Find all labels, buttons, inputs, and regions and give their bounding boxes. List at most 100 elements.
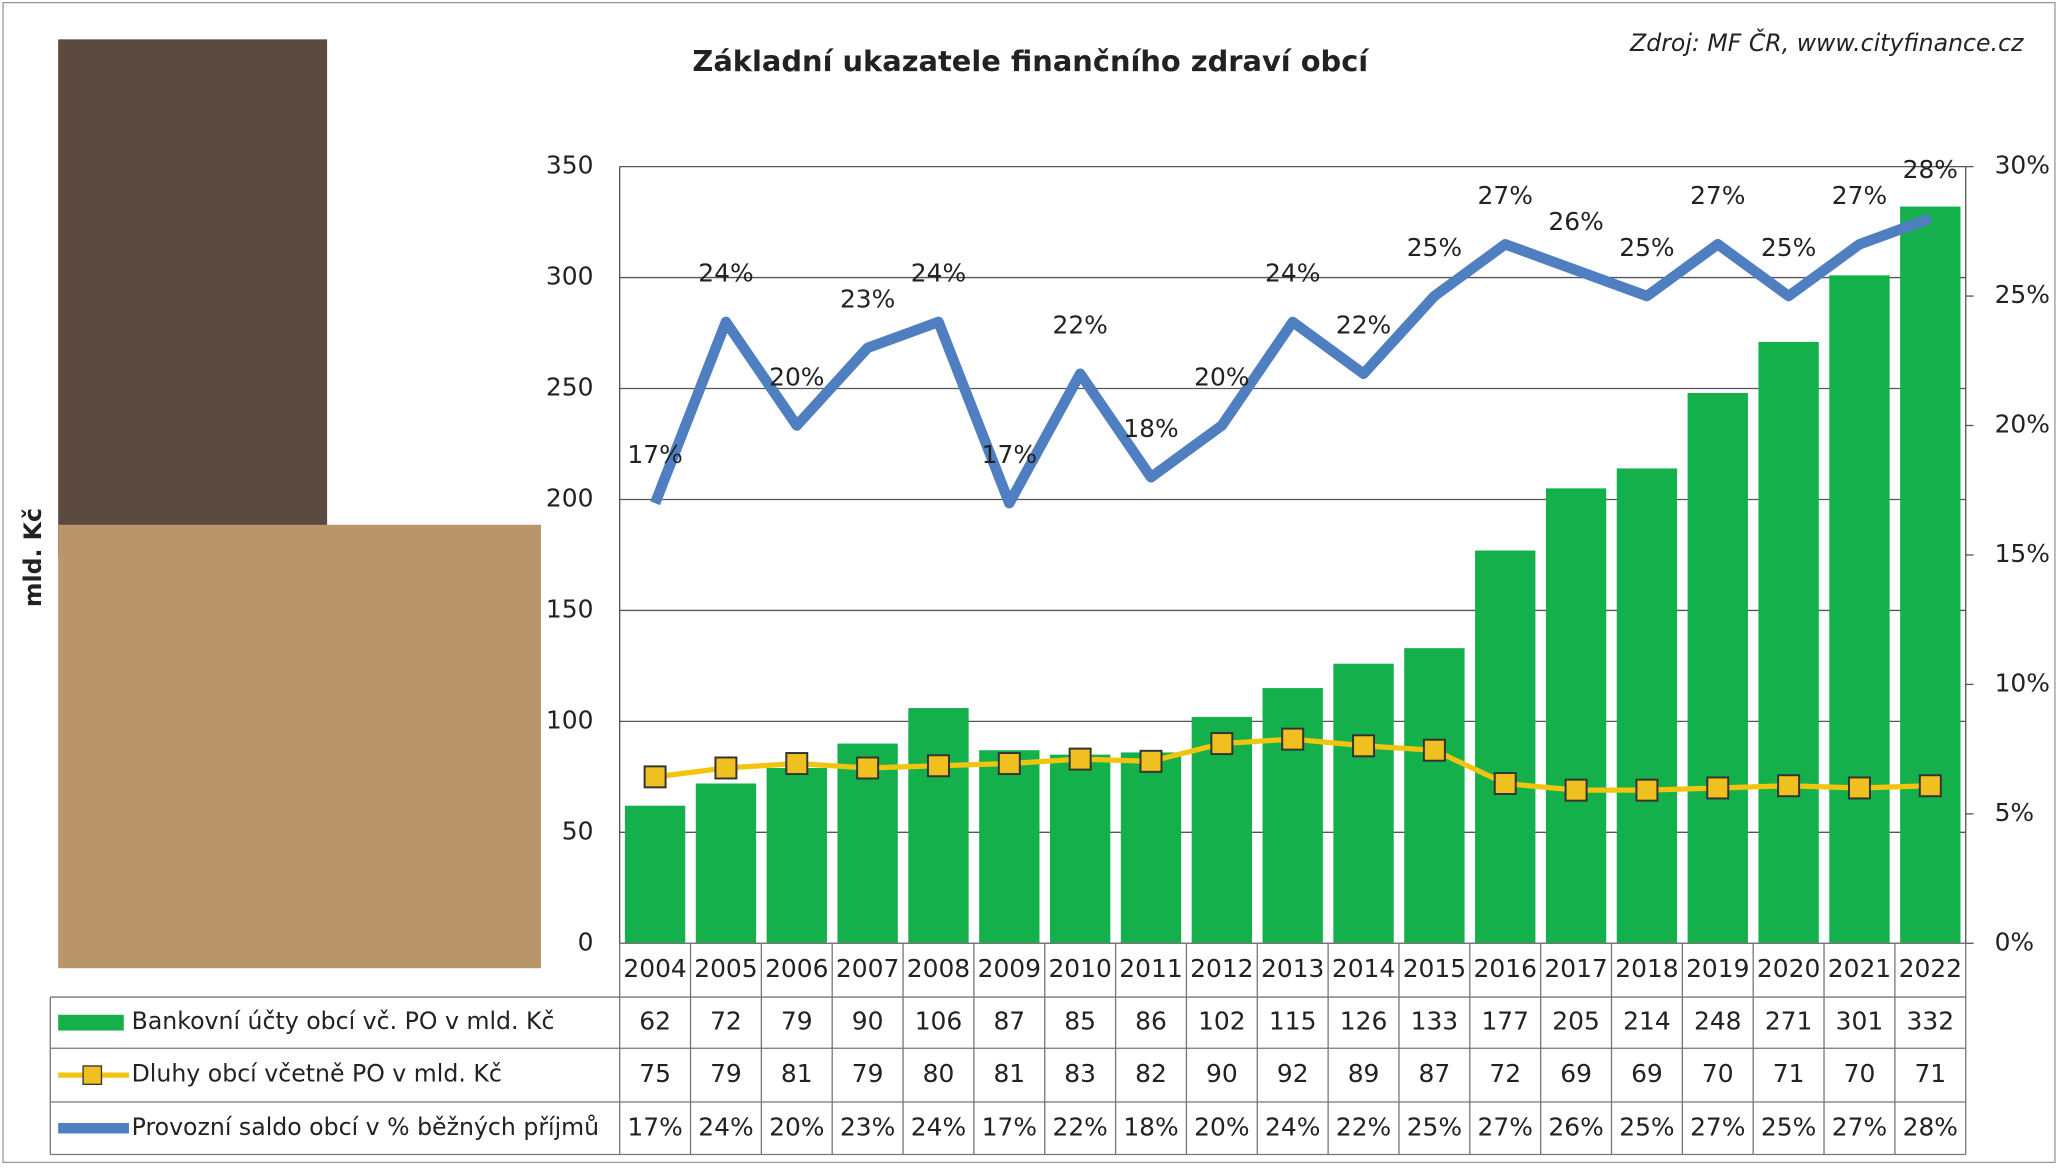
table-cell: 72 [1489,1059,1521,1088]
x-tick-label: 2017 [1544,954,1607,983]
data-label: 27% [1832,181,1887,210]
data-label: 24% [911,259,966,288]
x-tick-label: 2014 [1332,954,1395,983]
table-cell: 24% [911,1112,966,1141]
table-cell: 20% [769,1112,824,1141]
table-cell: 27% [1690,1112,1745,1141]
marker [1422,738,1446,762]
y2-tick-label: 10% [1995,668,2050,697]
legend-swatch [82,1065,103,1085]
x-tick-label: 2007 [836,954,899,983]
x-tick-label: 2012 [1190,954,1253,983]
data-label: 24% [698,259,753,288]
marker [1706,776,1730,800]
photo-couple [58,524,541,969]
table-cell: 25% [1761,1112,1816,1141]
data-label: 20% [769,362,824,391]
table-cell: 62 [639,1007,671,1036]
table-cell: 81 [993,1059,1025,1088]
bar [1404,648,1465,944]
table-cell: 24% [698,1112,753,1141]
table-cell: 17% [627,1112,682,1141]
table-cell: 28% [1903,1112,1958,1141]
legend-label: Bankovní účty obcí vč. PO v mld. Kč [132,1007,555,1035]
data-label: 25% [1619,233,1674,262]
table-cell: 82 [1135,1059,1167,1088]
x-tick-label: 2013 [1261,954,1324,983]
legend-label: Dluhy obcí včetně PO v mld. Kč [132,1060,502,1088]
marker [643,765,667,789]
y-axis-label: mld. Kč [19,508,47,607]
table-cell: 70 [1702,1059,1734,1088]
marker [1352,734,1376,758]
marker [1635,778,1659,802]
marker [856,756,880,780]
table-cell: 85 [1064,1007,1096,1036]
photo-portrait [58,39,328,557]
marker [785,752,809,776]
marker [1210,732,1234,756]
data-label: 27% [1478,181,1533,210]
x-tick-label: 2019 [1686,954,1749,983]
source: Zdroj: MF ČR, www.cityfinance.cz [1629,29,2024,57]
table-cell: 301 [1836,1007,1884,1036]
table-cell: 332 [1907,1007,1955,1036]
table-cell: 133 [1411,1007,1459,1036]
y2-tick-label: 15% [1995,539,2050,568]
marker [1918,774,1942,798]
data-label: 17% [627,440,682,469]
x-tick-label: 2010 [1048,954,1111,983]
table-cell: 87 [993,1007,1025,1036]
marker [1564,778,1588,802]
bar [1616,468,1678,944]
data-label: 20% [1194,362,1249,391]
bar [1687,392,1748,944]
bar [1262,688,1323,944]
bar [908,708,969,944]
y2-tick-label: 0% [1995,927,2035,956]
marker [1777,774,1801,798]
bar [624,805,686,944]
table-cell: 214 [1623,1007,1671,1036]
table-cell: 87 [1419,1059,1451,1088]
table-cell: 17% [982,1112,1037,1141]
table-cell: 205 [1552,1007,1600,1036]
x-tick-label: 2021 [1828,954,1891,983]
data-label: 18% [1123,414,1178,443]
x-tick-label: 2011 [1119,954,1182,983]
x-tick-label: 2008 [907,954,970,983]
table-cell: 80 [923,1059,955,1088]
x-tick-label: 2004 [623,954,686,983]
y2-tick-label: 20% [1995,410,2050,439]
table-cell: 75 [639,1059,671,1088]
bar [1758,341,1819,944]
marker [1281,727,1305,751]
data-label: 22% [1336,310,1391,339]
table-cell: 24% [1265,1112,1320,1141]
table-cell: 25% [1619,1112,1674,1141]
x-tick-label: 2006 [765,954,828,983]
y2-tick-label: 5% [1995,798,2035,827]
x-tick-label: 2020 [1757,954,1820,983]
table-cell: 271 [1765,1007,1813,1036]
bar [1333,663,1394,944]
data-label: 25% [1407,233,1462,262]
table-cell: 106 [915,1007,963,1036]
table-cell: 92 [1277,1059,1309,1088]
table-cell: 22% [1336,1112,1391,1141]
bar [979,750,1040,944]
table-cell: 86 [1135,1007,1167,1036]
bar [1900,206,1961,944]
x-tick-label: 2015 [1403,954,1466,983]
table-cell: 89 [1348,1059,1380,1088]
x-tick-label: 2005 [694,954,757,983]
table-cell: 22% [1052,1112,1107,1141]
bar [695,783,757,944]
data-label: 26% [1548,207,1603,236]
table-cell: 71 [1773,1059,1805,1088]
table-cell: 71 [1914,1059,1946,1088]
marker [1493,772,1517,795]
marker [1068,747,1092,771]
table-cell: 27% [1478,1112,1533,1141]
